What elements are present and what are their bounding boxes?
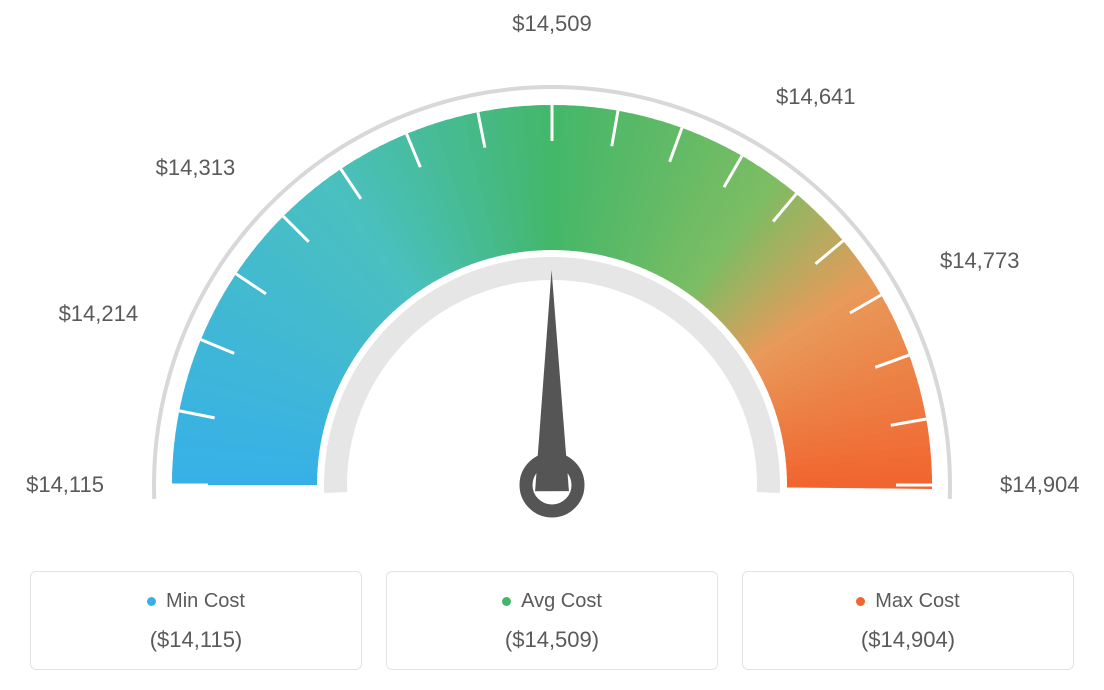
min-cost-value: ($14,115) <box>41 627 351 653</box>
gauge-area: $14,115 $14,214 $14,313 $14,509 $14,641 $14,7… <box>0 0 1104 560</box>
avg-dot-icon <box>502 597 511 606</box>
max-cost-label: Max Cost <box>875 590 959 613</box>
gauge-chart-container: $14,115 $14,214 $14,313 $14,509 $14,641 $14,7… <box>0 0 1104 690</box>
scale-label: $14,904 <box>1000 472 1080 498</box>
min-cost-label-row: Min Cost <box>147 590 245 613</box>
max-cost-label-row: Max Cost <box>856 590 959 613</box>
scale-label: $14,115 <box>26 472 104 498</box>
max-dot-icon <box>856 597 865 606</box>
avg-cost-value: ($14,509) <box>397 627 707 653</box>
scale-label: $14,773 <box>940 248 1020 274</box>
avg-cost-label-row: Avg Cost <box>502 590 602 613</box>
min-cost-card: Min Cost ($14,115) <box>30 571 362 670</box>
max-cost-value: ($14,904) <box>753 627 1063 653</box>
gauge-svg <box>102 40 1002 560</box>
min-dot-icon <box>147 597 156 606</box>
summary-cards: Min Cost ($14,115) Avg Cost ($14,509) Ma… <box>30 571 1074 670</box>
min-cost-label: Min Cost <box>166 590 245 613</box>
scale-label: $14,641 <box>776 84 856 110</box>
scale-label: $14,313 <box>156 155 236 181</box>
scale-label: $14,214 <box>59 301 139 327</box>
avg-cost-label: Avg Cost <box>521 590 602 613</box>
max-cost-card: Max Cost ($14,904) <box>742 571 1074 670</box>
avg-cost-card: Avg Cost ($14,509) <box>386 571 718 670</box>
scale-label: $14,509 <box>512 11 592 37</box>
